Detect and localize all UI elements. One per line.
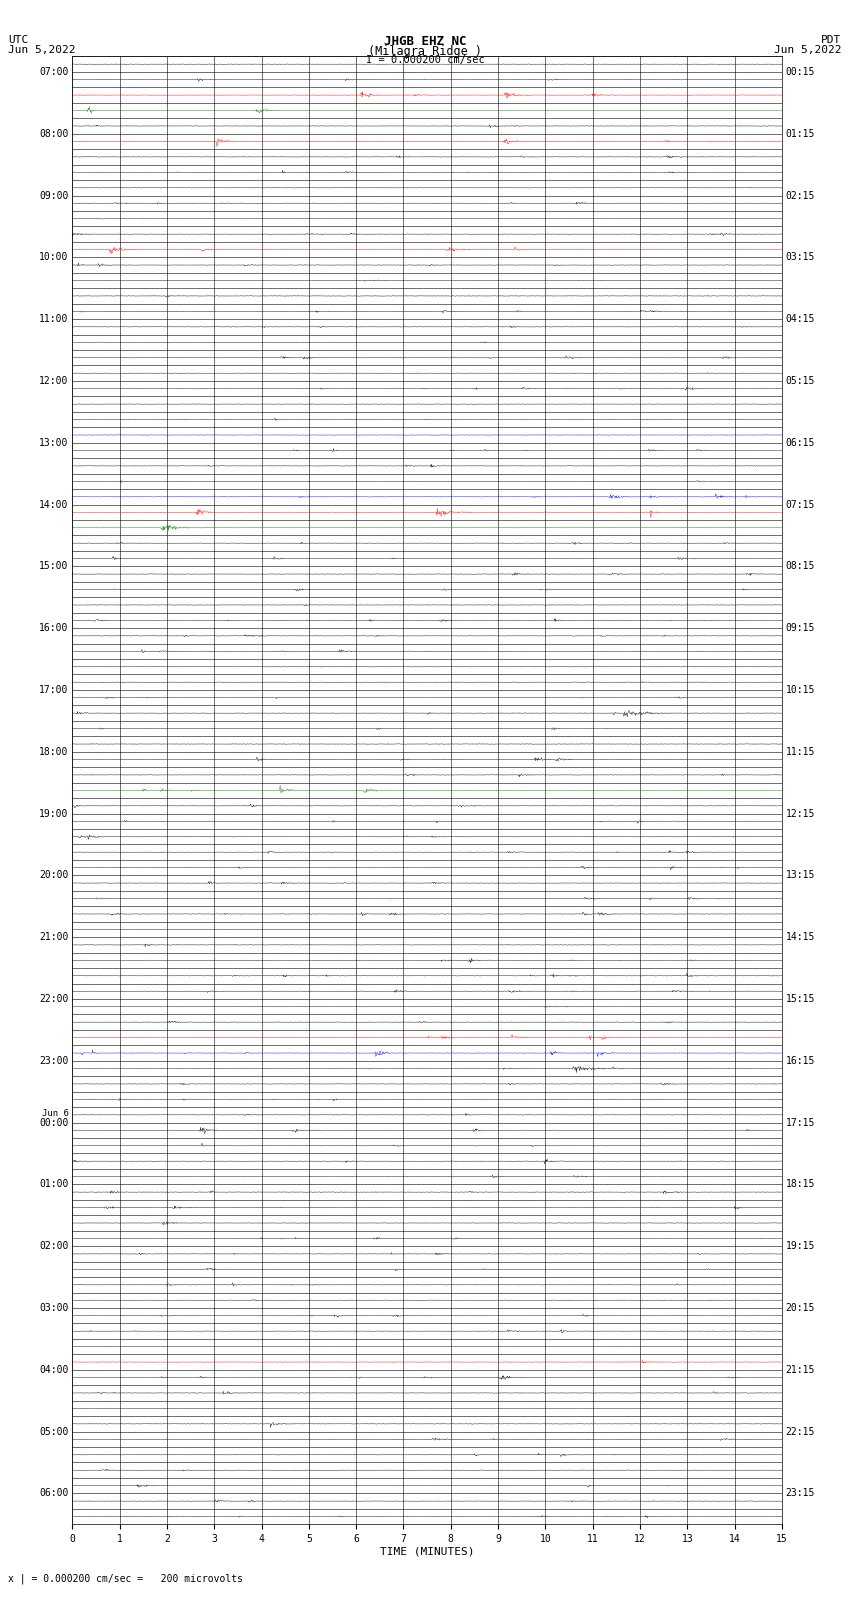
Text: PDT: PDT [821, 35, 842, 45]
Text: 01:15: 01:15 [785, 129, 815, 139]
Text: 00:15: 00:15 [785, 66, 815, 77]
Text: 20:15: 20:15 [785, 1303, 815, 1313]
Text: 16:15: 16:15 [785, 1057, 815, 1066]
Text: 03:00: 03:00 [39, 1303, 69, 1313]
Text: I = 0.000200 cm/sec: I = 0.000200 cm/sec [366, 55, 484, 65]
Text: 14:15: 14:15 [785, 932, 815, 942]
Text: 04:00: 04:00 [39, 1365, 69, 1374]
Text: 08:00: 08:00 [39, 129, 69, 139]
Text: Jun 5,2022: Jun 5,2022 [774, 45, 842, 55]
Text: 12:00: 12:00 [39, 376, 69, 386]
Text: 16:00: 16:00 [39, 623, 69, 634]
Text: 17:15: 17:15 [785, 1118, 815, 1127]
Text: 13:15: 13:15 [785, 871, 815, 881]
Text: 09:00: 09:00 [39, 190, 69, 200]
Text: 12:15: 12:15 [785, 808, 815, 818]
Text: UTC: UTC [8, 35, 29, 45]
Text: 10:15: 10:15 [785, 686, 815, 695]
Text: 21:00: 21:00 [39, 932, 69, 942]
Text: 02:00: 02:00 [39, 1240, 69, 1252]
Text: 18:00: 18:00 [39, 747, 69, 756]
Text: x | = 0.000200 cm/sec =   200 microvolts: x | = 0.000200 cm/sec = 200 microvolts [8, 1573, 243, 1584]
Text: 23:00: 23:00 [39, 1057, 69, 1066]
Text: 15:15: 15:15 [785, 994, 815, 1003]
Text: 15:00: 15:00 [39, 561, 69, 571]
Text: 13:00: 13:00 [39, 437, 69, 448]
Text: Jun 6: Jun 6 [42, 1108, 69, 1118]
Text: 02:15: 02:15 [785, 190, 815, 200]
Text: 14:00: 14:00 [39, 500, 69, 510]
Text: 05:15: 05:15 [785, 376, 815, 386]
Text: 07:00: 07:00 [39, 66, 69, 77]
Text: 11:00: 11:00 [39, 315, 69, 324]
Text: 01:00: 01:00 [39, 1179, 69, 1189]
Text: 09:15: 09:15 [785, 623, 815, 634]
Text: 06:15: 06:15 [785, 437, 815, 448]
Text: 06:00: 06:00 [39, 1489, 69, 1498]
Text: 20:00: 20:00 [39, 871, 69, 881]
Text: JHGB EHZ NC: JHGB EHZ NC [383, 35, 467, 48]
Text: 00:00: 00:00 [39, 1118, 69, 1127]
Text: 22:00: 22:00 [39, 994, 69, 1003]
Text: 04:15: 04:15 [785, 315, 815, 324]
Text: 10:00: 10:00 [39, 252, 69, 263]
Text: 17:00: 17:00 [39, 686, 69, 695]
Text: 11:15: 11:15 [785, 747, 815, 756]
Text: 05:00: 05:00 [39, 1426, 69, 1437]
Text: 08:15: 08:15 [785, 561, 815, 571]
Text: 21:15: 21:15 [785, 1365, 815, 1374]
Text: 19:00: 19:00 [39, 808, 69, 818]
Text: 19:15: 19:15 [785, 1240, 815, 1252]
Text: 07:15: 07:15 [785, 500, 815, 510]
Text: Jun 5,2022: Jun 5,2022 [8, 45, 76, 55]
Text: 23:15: 23:15 [785, 1489, 815, 1498]
Text: 03:15: 03:15 [785, 252, 815, 263]
Text: 18:15: 18:15 [785, 1179, 815, 1189]
X-axis label: TIME (MINUTES): TIME (MINUTES) [380, 1547, 474, 1557]
Text: (Milagra Ridge ): (Milagra Ridge ) [368, 45, 482, 58]
Text: 22:15: 22:15 [785, 1426, 815, 1437]
